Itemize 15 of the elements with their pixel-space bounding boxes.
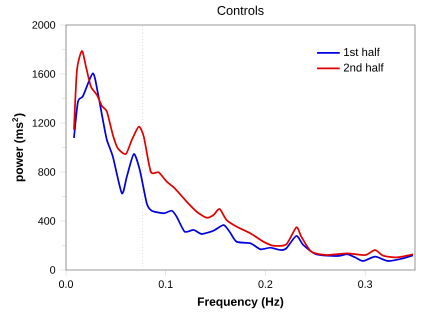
y-tick-label: 800 (38, 168, 56, 176)
legend-label: 2nd half (344, 63, 384, 72)
legend-label: 1st half (344, 48, 380, 56)
y-tick-label: 400 (38, 217, 56, 225)
y-tick-label: 1600 (32, 70, 56, 78)
y-tick-label: 1200 (32, 119, 56, 127)
x-axis-title: Frequency (Hz) (198, 297, 284, 308)
x-tick-label: 0.2 (258, 280, 272, 288)
x-tick-label: 0.0 (59, 280, 74, 288)
y-axis-title: power (ms$^{2}$) (12, 114, 26, 182)
y-tick-label: 0 (50, 266, 56, 274)
x-tick-label: 0.1 (158, 280, 173, 288)
chart-title: Controls (218, 6, 264, 15)
x-tick-label: 0.3 (358, 280, 372, 288)
y-tick-label: 2000 (32, 21, 56, 29)
